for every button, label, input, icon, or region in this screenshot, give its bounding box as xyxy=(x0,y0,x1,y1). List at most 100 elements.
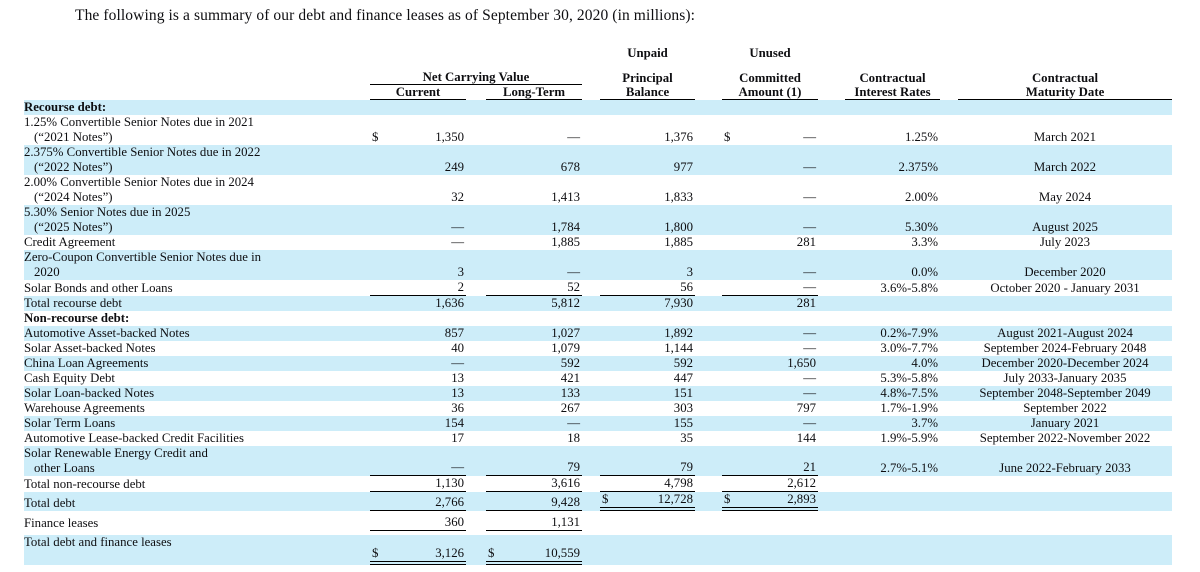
dollar-sign xyxy=(600,416,602,431)
row-label: 5.30% Senior Notes due in 2025 (“2025 Not… xyxy=(24,205,370,235)
maturity-date-cell: January 2021 xyxy=(1030,416,1100,430)
maturity-date-cell: October 2020 - January 2031 xyxy=(990,281,1140,295)
dollar-sign xyxy=(370,296,372,311)
cell-value: 1,784 xyxy=(551,220,580,234)
dollar-sign xyxy=(600,401,602,416)
current-value-cell: $1,350 xyxy=(370,130,466,145)
row-label: Finance leases xyxy=(24,516,370,531)
cell-value: 21 xyxy=(803,460,816,474)
cell-value: 13 xyxy=(451,386,464,400)
column-header-unused: Unused xyxy=(749,46,791,60)
dollar-sign xyxy=(600,130,602,145)
dollar-sign xyxy=(722,460,724,475)
cell-value: 3 xyxy=(686,265,693,279)
row-label-line1: Total recourse debt xyxy=(24,296,122,310)
row-label-line1: 2.00% Convertible Senior Notes due in 20… xyxy=(24,175,254,189)
cell-value: 155 xyxy=(673,416,693,430)
long-term-value-cell: 5,812 xyxy=(486,296,582,311)
current-value-cell: 32 xyxy=(370,190,466,205)
cell-value: 678 xyxy=(560,160,580,174)
current-value-cell: 1,130 xyxy=(370,476,466,492)
cell-value: — xyxy=(803,130,816,144)
dollar-sign xyxy=(722,356,724,371)
cell-value: 1,413 xyxy=(551,190,580,204)
interest-rate-cell: 3.3% xyxy=(911,235,938,249)
cell-value: — xyxy=(803,280,816,294)
current-value-cell: 857 xyxy=(370,326,466,341)
long-term-value-cell: 592 xyxy=(486,356,582,371)
dollar-sign xyxy=(600,326,602,341)
cell-value: — xyxy=(567,265,580,279)
row-label-line2: other Loans xyxy=(34,461,95,475)
unused-committed-cell: — xyxy=(722,371,818,386)
long-term-value-cell: 421 xyxy=(486,371,582,386)
unused-committed-cell: 21 xyxy=(722,460,818,476)
long-term-value-cell: — xyxy=(486,416,582,431)
table-row: Credit Agreement — 1,885 1,885 281 3.3% July 2… xyxy=(24,235,1172,250)
dollar-sign xyxy=(722,190,724,205)
dollar-sign xyxy=(600,280,602,295)
table-row: Total recourse debt 1,636 5,812 7,930 281 xyxy=(24,296,1172,311)
cell-value: — xyxy=(451,235,464,249)
long-term-value-cell: 678 xyxy=(486,160,582,175)
cell-value: — xyxy=(803,341,816,355)
unpaid-principal-cell: 447 xyxy=(600,371,695,386)
header-line-1: Unpaid Unused xyxy=(24,46,1172,60)
long-term-value-cell: 1,413 xyxy=(486,190,582,205)
row-label: Total recourse debt xyxy=(24,296,370,311)
row-label-line1: Non-recourse debt: xyxy=(24,311,130,325)
cell-value: 592 xyxy=(560,356,580,370)
row-label-line2: 2020 xyxy=(34,265,60,279)
cell-value: 1,144 xyxy=(664,341,693,355)
dollar-sign xyxy=(486,296,488,311)
unused-committed-cell: — xyxy=(722,220,818,235)
long-term-value-cell: 1,885 xyxy=(486,235,582,250)
dollar-sign xyxy=(370,416,372,431)
unused-committed-cell: $ — xyxy=(722,130,818,145)
long-term-value-cell: 133 xyxy=(486,386,582,401)
cell-value: 1,833 xyxy=(664,190,693,204)
dollar-sign xyxy=(486,386,488,401)
cell-value: 592 xyxy=(673,356,693,370)
cell-value: 1,885 xyxy=(551,235,580,249)
cell-value: — xyxy=(803,371,816,385)
dollar-sign xyxy=(486,401,488,416)
cell-value: 303 xyxy=(673,401,693,415)
dollar-sign xyxy=(600,265,602,280)
dollar-sign xyxy=(600,190,602,205)
maturity-date-cell: June 2022-February 2033 xyxy=(999,461,1131,475)
dollar-sign xyxy=(486,220,488,235)
unpaid-principal-cell: 1,800 xyxy=(600,220,695,235)
table-row: Warehouse Agreements 36 267 303 797 1.7%-1.9%… xyxy=(24,401,1172,416)
maturity-date-cell: September 2048-September 2049 xyxy=(979,386,1151,400)
row-label-line1: 5.30% Senior Notes due in 2025 xyxy=(24,205,191,219)
dollar-sign xyxy=(600,386,602,401)
maturity-date-cell: August 2021-August 2024 xyxy=(997,326,1133,340)
table-row: 2.375% Convertible Senior Notes due in 2… xyxy=(24,145,1172,175)
row-label: Solar Renewable Energy Credit and other L… xyxy=(24,446,370,476)
table-row: Solar Asset-backed Notes 40 1,079 1,144 — 3.0… xyxy=(24,341,1172,356)
current-value-cell: 17 xyxy=(370,431,466,446)
cell-value: 40 xyxy=(451,341,464,355)
table-row: 2.00% Convertible Senior Notes due in 20… xyxy=(24,175,1172,205)
dollar-sign xyxy=(722,431,724,446)
long-term-value-cell: 1,131 xyxy=(486,515,582,531)
maturity-date-cell: December 2020 xyxy=(1024,265,1106,279)
interest-rate-cell: 1.7%-1.9% xyxy=(880,401,938,415)
table-row: 1.25% Convertible Senior Notes due in 20… xyxy=(24,115,1172,145)
dollar-sign xyxy=(486,130,488,145)
current-value-cell: $3,126 xyxy=(370,546,466,565)
unused-committed-cell: 281 xyxy=(722,296,818,311)
dollar-sign xyxy=(370,235,372,250)
unpaid-principal-cell: 56 xyxy=(600,280,695,296)
row-label-line1: Cash Equity Debt xyxy=(24,371,115,385)
row-label: Non-recourse debt: xyxy=(24,311,370,326)
cell-value: 1,376 xyxy=(664,130,693,144)
interest-rate-cell: 1.25% xyxy=(904,130,938,144)
table-row: Total non-recourse debt 1,130 3,616 4,798 2,… xyxy=(24,476,1172,492)
table-row: Non-recourse debt: xyxy=(24,311,1172,326)
dollar-sign xyxy=(600,460,602,475)
dollar-sign xyxy=(486,280,488,295)
dollar-sign xyxy=(722,326,724,341)
cell-value: 1,350 xyxy=(435,130,464,144)
